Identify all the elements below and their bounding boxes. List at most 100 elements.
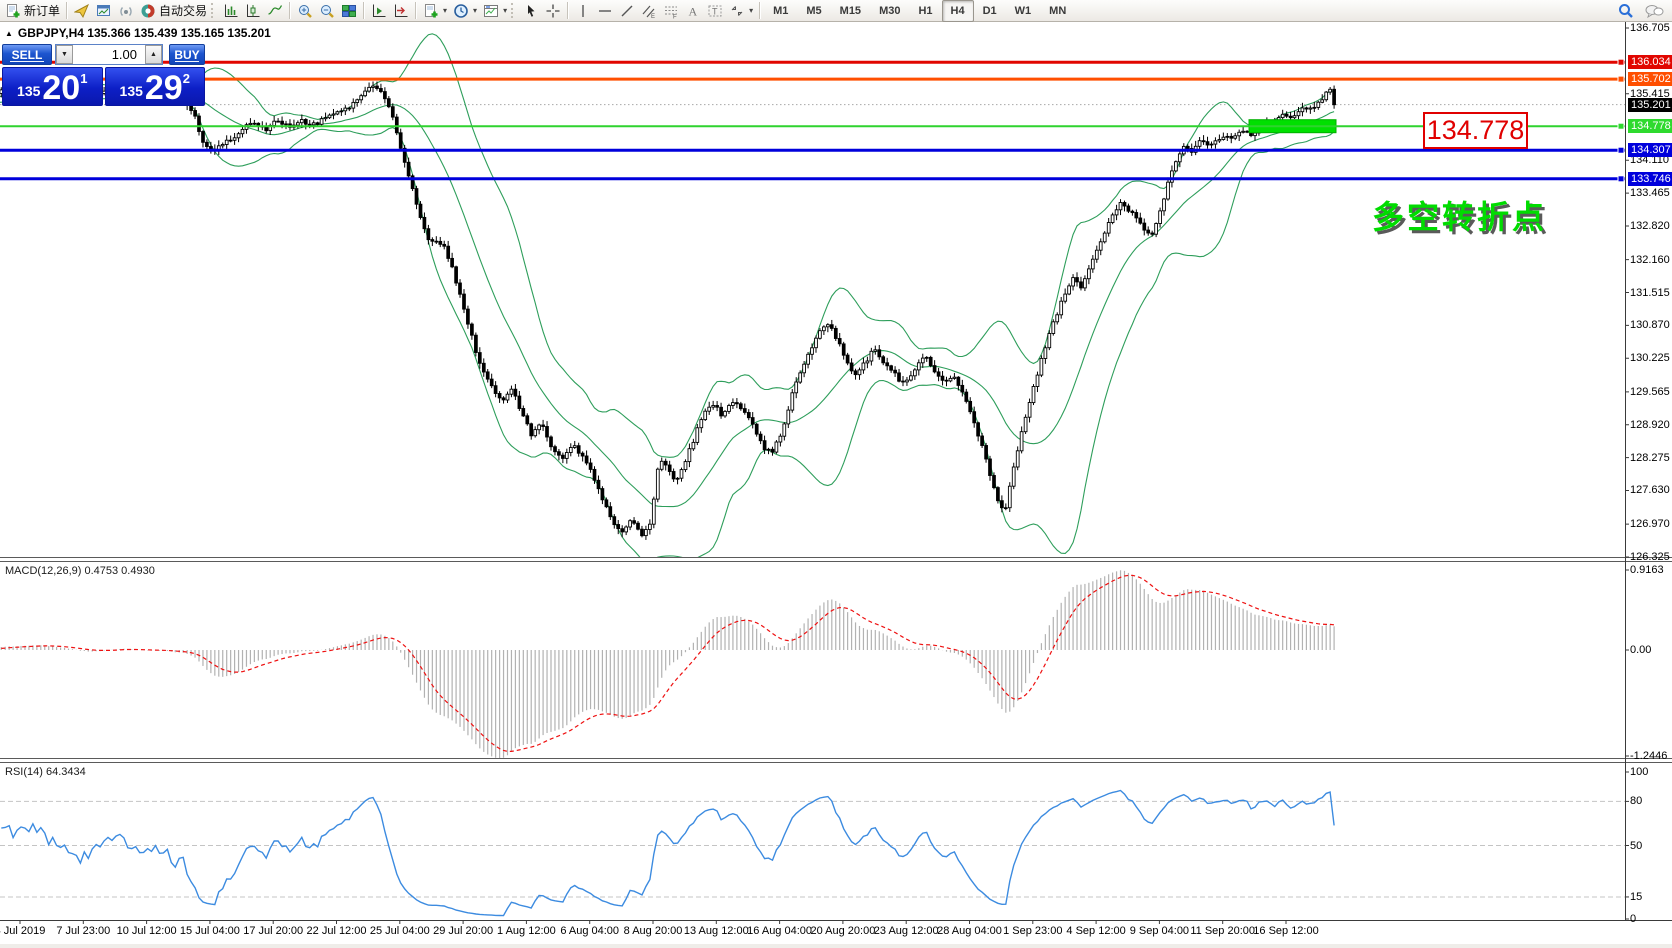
text-label-button[interactable]: T [704,1,726,21]
candlestick-icon [247,4,260,17]
horizontal-line-icon [599,9,612,12]
arrows-icon [731,5,743,16]
chart-shift-button[interactable] [368,1,390,21]
status-strip [0,944,1672,948]
price-callout-box[interactable]: 134.778 [1423,112,1528,149]
arrows-button[interactable]: ▾ [726,1,756,21]
svg-text:F: F [673,14,677,19]
crosshair-icon [546,4,560,17]
bar-chart-icon [225,4,238,17]
svg-text:A: A [689,4,698,18]
fibonacci-button[interactable]: F [660,1,682,21]
line-chart-button[interactable] [264,1,286,21]
sell-price-button[interactable]: 135 20 1 [2,67,103,106]
volume-decrease-button[interactable]: ▼ [56,45,73,64]
vertical-line-icon [582,4,584,17]
zoom-in-button[interactable] [294,1,316,21]
new-order-button[interactable]: 新订单 [2,1,63,21]
cursor-button[interactable] [520,1,542,21]
dart-button[interactable] [71,1,93,21]
buy-price-prefix: 135 [119,83,143,99]
sell-button[interactable]: SELL [2,44,52,65]
buy-price-big: 29 [144,69,183,107]
chart-window-button[interactable] [93,1,115,21]
macd-label: MACD(12,26,9) 0.4753 0.4930 [5,565,155,577]
trendline-button[interactable] [616,1,638,21]
hline-axis-marker [1617,58,1625,66]
timeframe-button-h4[interactable]: H4 [941,0,974,22]
indicators-button[interactable]: ▾ [420,1,450,21]
new-order-label: 新订单 [24,4,61,18]
volume-increase-button[interactable]: ▲ [145,45,162,64]
new-order-icon [7,3,20,17]
one-click-trading-panel: SELL ▼ 1.00 ▲ BUY 135 20 1 135 29 2 [2,44,205,106]
buy-button[interactable]: BUY [169,44,205,65]
symbol-header: ▲ GBPJPY,H4 135.366 135.439 135.165 135.… [5,26,271,40]
volume-input[interactable]: 1.00 [73,45,145,64]
candlestick-button[interactable] [242,1,264,21]
dart-icon [74,3,90,18]
vertical-line-button[interactable] [572,1,594,21]
sell-price-sup: 1 [80,71,88,86]
bb-upper [0,33,1335,458]
signal-icon [120,6,132,16]
text-label-icon: T [708,5,722,16]
timeframe-button-m30[interactable]: M30 [879,4,901,17]
auto-scroll-button[interactable] [390,1,412,21]
bb-lower [0,93,1335,558]
autotrading-label: 自动交易 [159,4,208,18]
rsi-line [1,789,1335,917]
chart-shift-icon [373,4,386,17]
timeframe-button-mn[interactable]: MN [1049,4,1067,17]
chinese-annotation[interactable]: 多空转折点 [1372,199,1548,235]
bar-chart-button[interactable] [220,1,242,21]
chat-icon[interactable] [1644,3,1664,19]
cursor-icon [528,4,535,17]
timeframe-button-h1[interactable]: H1 [918,4,933,17]
buy-price-sup: 2 [182,71,190,86]
hline-axis-marker [1617,75,1625,83]
periods-button[interactable]: ▾ [450,1,480,21]
text-icon: A [689,4,698,18]
volume-stepper: ▼ 1.00 ▲ [55,44,163,65]
auto-scroll-icon [395,4,408,17]
equidistant-channel-button[interactable]: E [638,1,660,21]
tile-windows-button[interactable] [338,1,360,21]
svg-text:T: T [712,6,718,16]
timeframe-button-d1[interactable]: D1 [982,4,997,17]
dropdown-arrow-icon: ▾ [473,6,478,15]
timeframe-button-m1[interactable]: M1 [773,4,789,17]
macd-histogram [0,570,1335,758]
sell-price-prefix: 135 [17,83,41,99]
timeframe-button-m15[interactable]: M15 [839,4,862,17]
text-button[interactable]: A [682,1,704,21]
horizontal-line-button[interactable] [594,1,616,21]
symbol-ohlc-text: GBPJPY,H4 135.366 135.439 135.165 135.20… [17,26,271,40]
zoom-out-icon [321,4,334,18]
fibonacci-icon: F [665,6,678,19]
search-icon[interactable] [1618,3,1634,19]
svg-text:E: E [651,14,655,19]
symbol-arrow-icon: ▲ [5,28,13,38]
dropdown-arrow-icon: ▾ [503,6,508,15]
line-chart-icon [268,4,283,15]
templates-button[interactable]: ▾ [480,1,510,21]
dropdown-arrow-icon: ▾ [749,6,754,15]
templates-icon [484,4,499,17]
timeframe-button-m5[interactable]: M5 [806,4,822,17]
rsi-label: RSI(14) 64.3434 [5,766,86,778]
buy-price-button[interactable]: 135 29 2 [104,67,205,107]
timeframe-button-w1[interactable]: W1 [1014,4,1032,17]
autotrading-button[interactable]: 自动交易 [137,1,210,21]
chart-window-icon [97,4,111,16]
macd-signal-line [1,574,1335,752]
bb-middle [0,89,1335,508]
bollinger-bands [0,33,1335,558]
crosshair-button[interactable] [542,1,564,21]
hline-axis-marker [1617,146,1625,154]
dropdown-arrow-icon: ▾ [443,6,448,15]
equidistant-channel-icon: E [642,5,655,19]
zoom-out-button[interactable] [316,1,338,21]
signal-button[interactable] [115,1,137,21]
